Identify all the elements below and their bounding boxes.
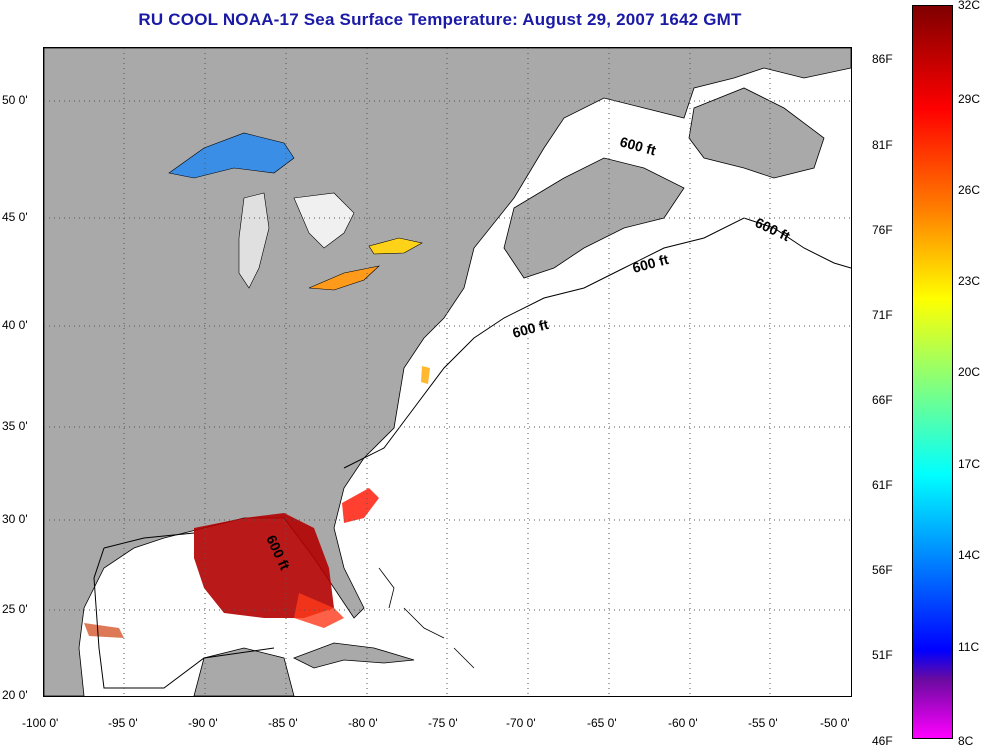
lon-label-80: -80 0' — [348, 716, 378, 730]
cbar-c-23: 23C — [958, 274, 981, 288]
chesapeake-sst — [421, 366, 430, 384]
florida-east-sst — [342, 488, 379, 523]
lon-label-50: -50 0' — [820, 716, 850, 730]
cbar-f-61: 61F — [872, 478, 893, 492]
bahamas-outline — [378, 567, 475, 669]
lake-huron — [293, 192, 355, 249]
cbar-c-17: 17C — [958, 457, 981, 471]
cbar-f-86: 86F — [872, 52, 893, 66]
temperature-colorbar — [912, 5, 953, 739]
sst-map: 600 ft 600 ft 600 ft 600 ft 600 ft — [43, 47, 852, 697]
lat-label-30: 30 0' — [2, 512, 28, 526]
cbar-f-71: 71F — [872, 308, 893, 322]
cbar-f-76: 76F — [872, 223, 893, 237]
lon-label-90: -90 0' — [188, 716, 218, 730]
gulf-sst-warm — [194, 513, 334, 618]
cbar-f-81: 81F — [872, 138, 893, 152]
lat-label-25: 25 0' — [2, 602, 28, 616]
lat-label-50: 50 0' — [2, 93, 28, 107]
lon-label-55: -55 0' — [748, 716, 778, 730]
lat-label-35: 35 0' — [2, 419, 28, 433]
lon-label-65: -65 0' — [587, 716, 617, 730]
lon-label-85: -85 0' — [268, 716, 298, 730]
contour-label-4: 600 ft — [511, 316, 551, 341]
graticule — [44, 48, 851, 696]
cbar-c-11: 11C — [958, 640, 980, 654]
lon-label-75: -75 0' — [428, 716, 458, 730]
contour-label-1: 600 ft — [618, 133, 658, 158]
yucatan-land — [193, 647, 295, 696]
lake-ontario — [368, 237, 423, 255]
map-canvas: 600 ft 600 ft 600 ft 600 ft 600 ft — [44, 48, 851, 696]
lat-label-40: 40 0' — [2, 318, 28, 332]
lon-label-100: -100 0' — [22, 716, 59, 730]
gulf-contour — [93, 547, 275, 689]
west-gulf-sst — [84, 623, 124, 638]
cbar-c-32: 32C — [958, 0, 981, 12]
lake-erie — [308, 265, 380, 291]
lake-michigan — [238, 192, 270, 289]
map-title: RU COOL NOAA-17 Sea Surface Temperature:… — [138, 10, 742, 29]
cbar-c-29: 29C — [958, 92, 981, 106]
cbar-f-51: 51F — [872, 648, 893, 662]
cbar-f-66: 66F — [872, 393, 893, 407]
contour-600ft-line — [103, 217, 851, 549]
cbar-c-14: 14C — [958, 548, 981, 562]
cbar-c-26: 26C — [958, 183, 981, 197]
lat-label-45: 45 0' — [2, 210, 28, 224]
lon-label-95: -95 0' — [108, 716, 138, 730]
lake-superior — [168, 132, 295, 179]
cuba-land — [293, 642, 415, 669]
cbar-c-8: 8C — [958, 734, 974, 748]
lat-label-20: 20 0' — [2, 688, 28, 702]
lon-label-70: -70 0' — [506, 716, 536, 730]
newfoundland-land — [688, 87, 825, 179]
cbar-f-46: 46F — [872, 734, 893, 748]
cbar-f-56: 56F — [872, 563, 893, 577]
contour-label-3: 600 ft — [631, 251, 671, 276]
lon-label-60: -60 0' — [668, 716, 698, 730]
cbar-c-20: 20C — [958, 365, 981, 379]
contour-label-2: 600 ft — [753, 214, 793, 244]
